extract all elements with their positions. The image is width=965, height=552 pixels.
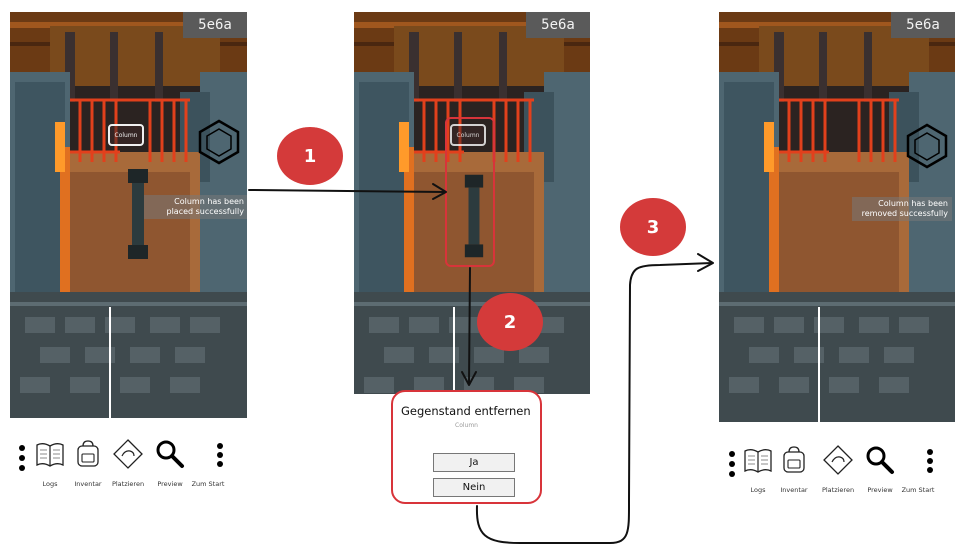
toolbar-inventar[interactable]: Inventar	[68, 436, 108, 492]
toolbar-logs[interactable]: Logs	[738, 442, 778, 498]
bottom-toolbar: Logs Inventar Platzieren Preview Zum Sta…	[724, 442, 954, 498]
toolbar-label: Preview	[867, 486, 893, 494]
dialog-title: Gegenstand entfernen	[401, 404, 531, 418]
level-tag: 5e6a	[183, 12, 247, 38]
hexagon-icon[interactable]	[903, 122, 951, 170]
screen-select: Column 5e6a	[354, 12, 590, 394]
toolbar-label: Platzieren	[111, 480, 145, 488]
toast-message: Column has been placed successfully	[144, 195, 247, 219]
column-label: Column	[450, 124, 486, 146]
column-label: Column	[108, 124, 144, 146]
hand-place-icon	[823, 445, 853, 475]
toolbar-preview[interactable]: Preview	[860, 442, 900, 498]
level-tag: 5e6a	[526, 12, 590, 38]
magnifier-icon	[866, 446, 894, 474]
step-badge-1: 1	[277, 127, 343, 185]
toolbar-zum-start[interactable]: Zum Start	[898, 442, 938, 498]
toolbar-zum-start[interactable]: Zum Start	[188, 436, 228, 492]
toolbar-platzieren[interactable]: Platzieren	[818, 442, 858, 498]
toolbar-label: Platzieren	[821, 486, 855, 494]
hexagon-icon[interactable]	[195, 118, 243, 166]
toolbar-platzieren[interactable]: Platzieren	[108, 436, 148, 492]
screen-removed: 5e6a Column has been removed successfull…	[719, 12, 955, 422]
magnifier-icon	[156, 440, 184, 468]
toolbar-logs[interactable]: Logs	[30, 436, 70, 492]
step-badge-3: 3	[620, 198, 686, 256]
more-vertical-icon	[217, 443, 223, 467]
bottom-toolbar: Logs Inventar Platzieren Preview Zum Sta…	[14, 436, 244, 492]
toolbar-label: Zum Start	[191, 480, 225, 488]
more-vertical-icon[interactable]	[728, 450, 736, 478]
toolbar-label: Inventar	[780, 486, 808, 494]
book-icon	[36, 443, 64, 467]
toolbar-label: Logs	[42, 480, 58, 488]
backpack-icon	[783, 446, 805, 473]
toast-message: Column has been removed successfully	[852, 197, 952, 221]
screen-placed: Column 5e6a Column has been placed succe…	[10, 12, 247, 418]
remove-item-dialog: Gegenstand entfernen Column Ja Nein	[391, 390, 542, 504]
step-badge-2: 2	[477, 293, 543, 351]
toolbar-inventar[interactable]: Inventar	[774, 442, 814, 498]
toolbar-label: Logs	[750, 486, 766, 494]
backpack-icon	[77, 440, 99, 467]
toolbar-preview[interactable]: Preview	[150, 436, 190, 492]
more-vertical-icon[interactable]	[18, 444, 26, 472]
hand-place-icon	[113, 439, 143, 469]
level-tag: 5e6a	[891, 12, 955, 38]
yes-button[interactable]: Ja	[433, 453, 515, 472]
dialog-subtitle: Column	[455, 422, 478, 429]
more-vertical-icon	[927, 449, 933, 473]
book-icon	[744, 449, 772, 473]
no-button[interactable]: Nein	[433, 478, 515, 497]
toolbar-label: Inventar	[74, 480, 102, 488]
toolbar-label: Preview	[157, 480, 183, 488]
toolbar-label: Zum Start	[901, 486, 935, 494]
